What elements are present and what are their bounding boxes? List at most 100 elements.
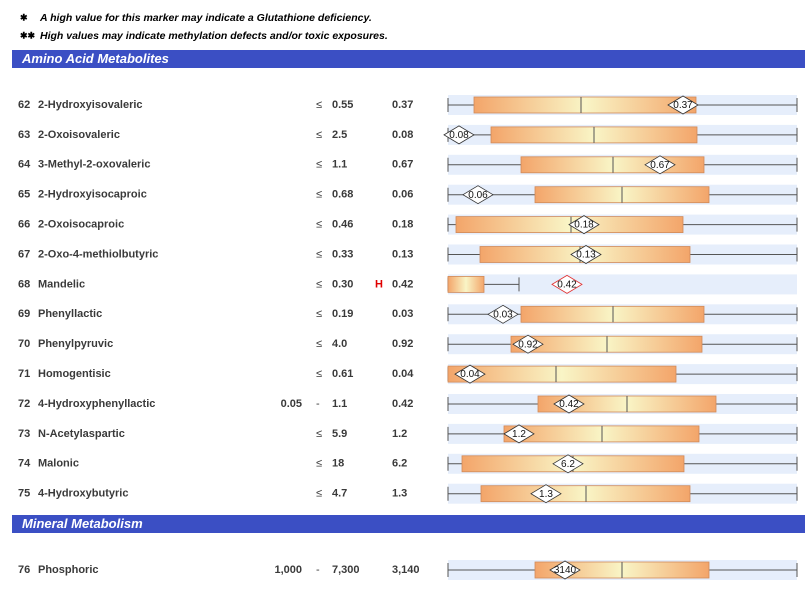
row-number: 72 xyxy=(18,398,30,410)
row-name: Malonic xyxy=(38,458,79,470)
section-bar xyxy=(12,515,805,533)
diamond-label: 0.08 xyxy=(449,130,469,141)
row-name: 2-Oxoisocaproic xyxy=(38,219,124,231)
section-title: Mineral Metabolism xyxy=(22,516,143,531)
limit: 4.7 xyxy=(332,488,347,500)
result: 0.92 xyxy=(392,338,413,350)
row-name: Phenylpyruvic xyxy=(38,338,113,350)
result-diamond xyxy=(553,394,585,414)
result-diamond xyxy=(551,274,583,294)
range-op: ≤ xyxy=(316,368,322,380)
diamond-label: 3140 xyxy=(554,565,577,576)
row-number: 76 xyxy=(18,564,30,576)
range-op: ≤ xyxy=(316,428,322,440)
row-number: 62 xyxy=(18,99,30,111)
row-name: 2-Oxo-4-methiolbutyric xyxy=(38,248,158,260)
range-op: ≤ xyxy=(316,488,322,500)
row-number: 75 xyxy=(18,488,30,500)
row-name: Phenyllactic xyxy=(38,308,102,320)
diamond-label: 0.42 xyxy=(559,399,579,410)
result: 0.03 xyxy=(392,308,413,320)
row-name: 2-Hydroxyisovaleric xyxy=(38,99,143,111)
limit: 2.5 xyxy=(332,129,347,141)
limit: 1.1 xyxy=(332,159,347,171)
result: 0.08 xyxy=(392,129,413,141)
range-op: - xyxy=(316,398,320,410)
diamond-label: 6.2 xyxy=(561,459,575,470)
result-diamond xyxy=(530,484,562,504)
result-diamond xyxy=(503,424,535,444)
box xyxy=(447,365,677,383)
row-number: 68 xyxy=(18,278,30,290)
diamond-label: 0.42 xyxy=(557,280,577,291)
result-diamond xyxy=(570,245,602,264)
result-diamond xyxy=(549,560,581,580)
range-op: ≤ xyxy=(316,219,322,231)
row-number: 67 xyxy=(18,248,30,260)
limit: 18 xyxy=(332,458,344,470)
row-name: Phosphoric xyxy=(38,564,99,576)
low-limit: 1,000 xyxy=(274,564,302,576)
row-number: 65 xyxy=(18,189,30,201)
result: 0.67 xyxy=(392,159,413,171)
result: 3,140 xyxy=(392,564,420,576)
diamond-label: 0.18 xyxy=(574,220,594,231)
range-op: ≤ xyxy=(316,248,322,260)
result: 0.13 xyxy=(392,248,413,260)
flag: H xyxy=(375,278,383,290)
limit: 4.0 xyxy=(332,338,347,350)
row-name: 2-Hydroxyisocaproic xyxy=(38,189,147,201)
note-symbol: ✱ xyxy=(20,12,28,22)
diamond-label: 0.67 xyxy=(650,160,670,171)
diamond-label: 1.2 xyxy=(512,429,526,440)
box xyxy=(447,275,485,293)
row-number: 74 xyxy=(18,458,31,470)
result-diamond xyxy=(512,334,544,354)
diamond-label: 0.06 xyxy=(468,190,488,201)
range-op: ≤ xyxy=(316,189,322,201)
result: 0.04 xyxy=(392,368,414,380)
limit: 0.19 xyxy=(332,308,353,320)
box xyxy=(473,96,697,114)
row-name: 4-Hydroxybutyric xyxy=(38,488,128,500)
diamond-label: 0.03 xyxy=(493,309,513,320)
row-name: Homogentisic xyxy=(38,368,111,380)
note-symbol: ✱✱ xyxy=(20,30,36,40)
range-op: ≤ xyxy=(316,278,322,290)
limit: 0.55 xyxy=(332,99,353,111)
range-op: ≤ xyxy=(316,308,322,320)
row-name: 2-Oxoisovaleric xyxy=(38,129,120,141)
note-text: High values may indicate methylation def… xyxy=(40,30,388,42)
result: 1.2 xyxy=(392,428,407,440)
row-number: 70 xyxy=(18,338,30,350)
note-text: A high value for this marker may indicat… xyxy=(39,12,372,24)
section-title: Amino Acid Metabolites xyxy=(21,51,169,66)
result: 6.2 xyxy=(392,458,407,470)
diamond-label: 1.3 xyxy=(539,489,553,500)
diamond-label: 0.13 xyxy=(576,250,596,261)
diamond-label: 0.04 xyxy=(460,369,480,380)
range-op: ≤ xyxy=(316,159,322,171)
row-number: 63 xyxy=(18,129,30,141)
row-number: 71 xyxy=(18,368,30,380)
limit: 5.9 xyxy=(332,428,347,440)
limit: 0.30 xyxy=(332,278,353,290)
result-diamond xyxy=(667,95,699,115)
limit: 7,300 xyxy=(332,564,360,576)
row-name: N-Acetylaspartic xyxy=(38,428,125,440)
result-diamond xyxy=(644,155,676,175)
section-bar xyxy=(12,50,805,68)
result-diamond xyxy=(552,454,584,474)
result-diamond xyxy=(443,125,475,145)
range-op: ≤ xyxy=(316,129,322,141)
limit: 0.68 xyxy=(332,189,353,201)
row-name: Mandelic xyxy=(38,278,85,290)
row-number: 66 xyxy=(18,219,30,231)
range-op: ≤ xyxy=(316,99,322,111)
result: 0.42 xyxy=(392,398,413,410)
row-number: 69 xyxy=(18,308,30,320)
row-name: 4-Hydroxyphenyllactic xyxy=(38,398,155,410)
result: 0.37 xyxy=(392,99,413,111)
result-diamond xyxy=(487,304,519,324)
